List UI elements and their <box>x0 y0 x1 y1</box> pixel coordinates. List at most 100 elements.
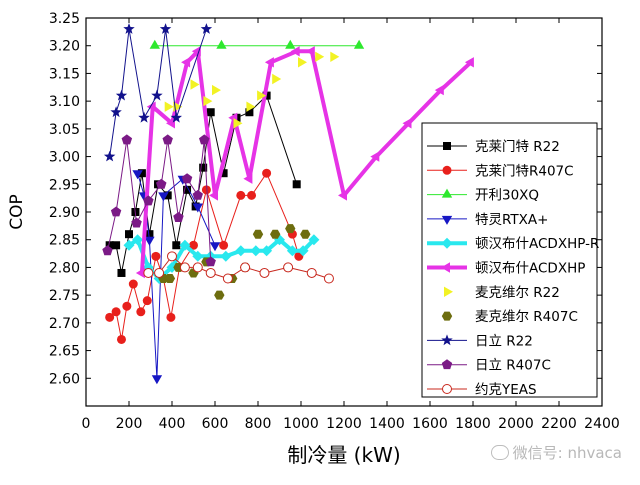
legend-label: 约克YEAS <box>475 382 537 398</box>
data-point <box>338 190 347 201</box>
data-point <box>257 90 267 101</box>
y-axis: 2.60 2.65 2.70 2.75 2.80 2.85 2.90 2.95 3.00 3.05… <box>49 11 602 387</box>
data-point <box>170 111 182 123</box>
data-point <box>190 79 200 90</box>
data-point <box>308 234 320 246</box>
legend-label: 麦克维尔 R407C <box>475 309 578 325</box>
data-point <box>162 134 173 145</box>
x-tick-label: 1000 <box>283 416 319 432</box>
series-9 <box>102 134 216 267</box>
legend-label: 顿汉布什ACDXHP-R <box>475 236 599 252</box>
y-tick-label: 3.00 <box>49 150 80 166</box>
data-point <box>201 185 211 195</box>
data-point <box>110 206 122 217</box>
data-point <box>146 101 156 112</box>
data-point <box>183 185 192 194</box>
data-point <box>285 224 296 234</box>
data-point <box>163 191 172 200</box>
data-point <box>240 262 251 273</box>
y-tick-label: 2.75 <box>49 288 80 304</box>
x-tick-label: 600 <box>202 416 229 432</box>
watermark: 微信号: nhvaca <box>490 442 622 463</box>
legend-item: 克莱门特 R22 <box>427 139 560 155</box>
x-tick-label: 2400 <box>584 416 620 432</box>
legend-item: 约克YEAS <box>427 382 537 398</box>
legend-item: 顿汉布什ACDXHP <box>427 261 585 277</box>
data-point <box>105 312 115 322</box>
legend-marker <box>443 142 451 150</box>
data-point <box>138 111 150 123</box>
data-point <box>123 239 135 251</box>
data-point <box>192 262 203 273</box>
series-layer <box>102 23 474 385</box>
data-point <box>151 251 161 261</box>
data-point <box>209 242 221 252</box>
x-tick-label: 800 <box>245 416 272 432</box>
x-tick-label: 1600 <box>412 416 448 432</box>
data-point <box>103 150 116 162</box>
data-point <box>252 229 264 239</box>
data-point <box>164 101 174 112</box>
legend-marker <box>441 237 453 249</box>
legend-item: 日立 R22 <box>427 333 533 349</box>
x-axis: 0 200 400 600 800 1000 1200 1400 1600 1800 2000 220… <box>82 18 620 432</box>
data-point <box>181 57 191 68</box>
data-point <box>205 267 216 278</box>
data-point <box>144 236 155 246</box>
legend-label: 特灵RTXA+ <box>475 212 548 228</box>
data-point <box>246 101 256 112</box>
series-1 <box>105 168 304 344</box>
data-point <box>149 39 160 49</box>
x-tick-label: 1400 <box>369 416 405 432</box>
y-tick-label: 3.20 <box>49 39 80 55</box>
data-point <box>128 279 138 289</box>
data-point <box>214 290 225 300</box>
data-point <box>220 250 232 262</box>
data-point <box>235 245 247 257</box>
data-point <box>137 169 146 178</box>
y-tick-label: 3.25 <box>49 11 80 27</box>
data-point <box>305 46 315 57</box>
x-tick-label: 2000 <box>498 416 534 432</box>
series-2 <box>149 39 365 49</box>
series-0 <box>105 91 301 277</box>
x-tick-label: 0 <box>82 416 91 432</box>
legend-marker <box>441 359 453 370</box>
legend-label: 开利30XQ <box>475 188 539 204</box>
legend-item: 特灵RTXA+ <box>427 212 548 228</box>
data-point <box>132 170 143 180</box>
data-point <box>192 189 203 200</box>
data-point <box>464 57 474 68</box>
data-point <box>132 234 144 246</box>
data-point <box>122 301 132 311</box>
data-point <box>105 241 114 250</box>
data-point <box>247 190 257 200</box>
legend-item: 日立 R407C <box>427 358 551 374</box>
wechat-icon <box>490 445 509 460</box>
data-point <box>179 239 191 251</box>
y-axis-label: COP <box>7 194 27 230</box>
data-point <box>250 245 262 257</box>
data-point <box>166 312 176 322</box>
data-point <box>353 39 365 49</box>
data-point <box>292 180 301 189</box>
legend-label: 日立 R22 <box>475 333 533 349</box>
y-tick-label: 2.95 <box>49 177 80 193</box>
x-tick-label: 1200 <box>326 416 362 432</box>
data-point <box>330 51 340 62</box>
data-point <box>259 267 270 278</box>
data-point <box>154 267 165 278</box>
x-tick-label: 200 <box>116 416 143 432</box>
data-point <box>167 251 177 262</box>
y-tick-label: 2.85 <box>49 233 80 249</box>
legend-item: 麦克维尔 R407C <box>441 309 578 325</box>
data-point <box>216 39 227 49</box>
x-tick-label: 2200 <box>541 416 577 432</box>
data-point <box>315 51 325 62</box>
data-point <box>212 84 221 96</box>
data-point <box>136 307 146 317</box>
data-point <box>285 39 296 49</box>
series-7 <box>158 224 311 300</box>
data-point <box>219 169 228 178</box>
